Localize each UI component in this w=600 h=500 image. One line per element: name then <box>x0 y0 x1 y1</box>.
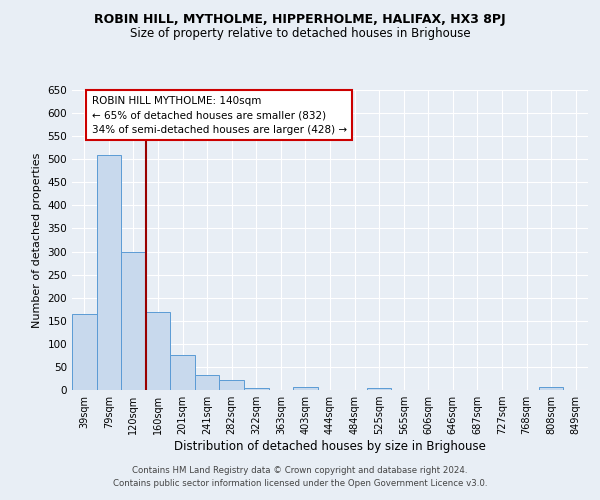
Y-axis label: Number of detached properties: Number of detached properties <box>32 152 42 328</box>
Text: Size of property relative to detached houses in Brighouse: Size of property relative to detached ho… <box>130 28 470 40</box>
Bar <box>72 314 97 390</box>
Bar <box>121 252 146 390</box>
Bar <box>97 154 121 390</box>
Text: Contains HM Land Registry data © Crown copyright and database right 2024.
Contai: Contains HM Land Registry data © Crown c… <box>113 466 487 487</box>
Bar <box>220 380 244 390</box>
Text: ROBIN HILL, MYTHOLME, HIPPERHOLME, HALIFAX, HX3 8PJ: ROBIN HILL, MYTHOLME, HIPPERHOLME, HALIF… <box>94 12 506 26</box>
Bar <box>146 312 170 390</box>
X-axis label: Distribution of detached houses by size in Brighouse: Distribution of detached houses by size … <box>174 440 486 453</box>
Bar <box>244 388 269 390</box>
Bar <box>367 388 391 390</box>
Bar <box>170 356 195 390</box>
Text: ROBIN HILL MYTHOLME: 140sqm
← 65% of detached houses are smaller (832)
34% of se: ROBIN HILL MYTHOLME: 140sqm ← 65% of det… <box>92 96 347 135</box>
Bar <box>293 387 318 390</box>
Bar <box>539 387 563 390</box>
Bar <box>195 375 220 390</box>
